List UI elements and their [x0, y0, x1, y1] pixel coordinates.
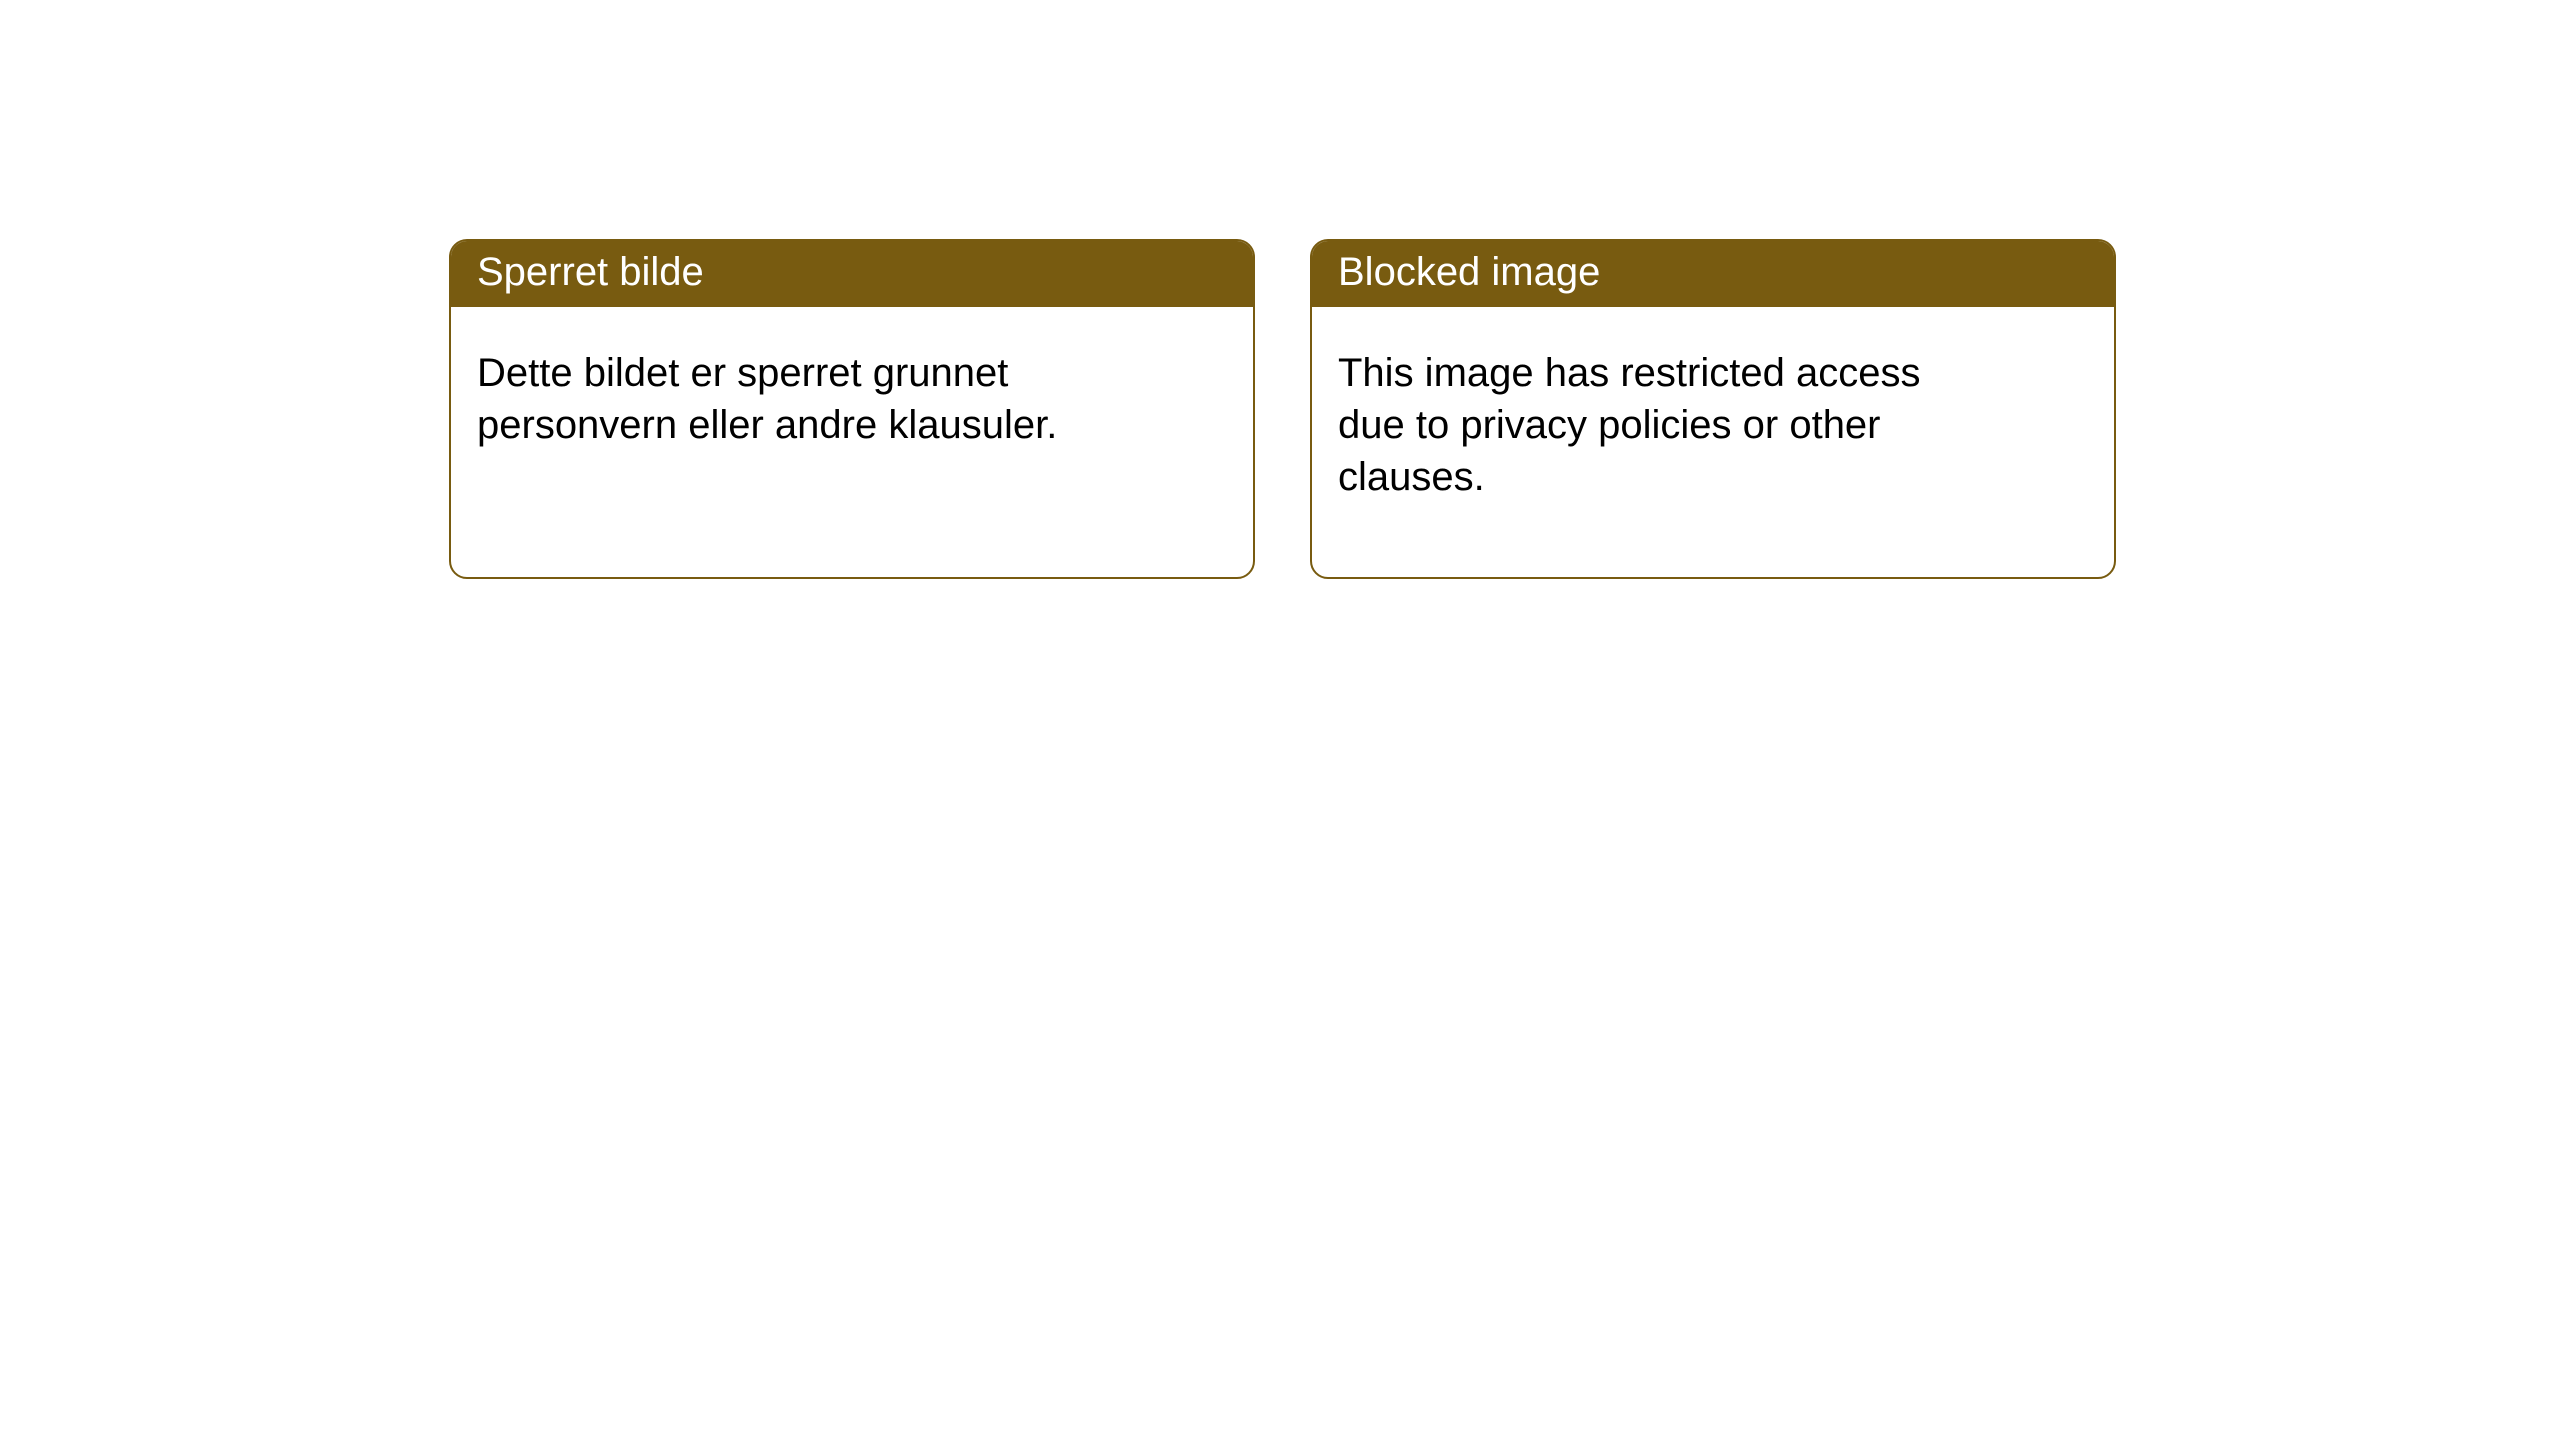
notice-container: Sperret bilde Dette bildet er sperret gr…	[0, 0, 2560, 579]
card-header-no: Sperret bilde	[451, 241, 1253, 307]
card-header-en: Blocked image	[1312, 241, 2114, 307]
card-body-en: This image has restricted access due to …	[1312, 307, 2012, 529]
blocked-image-card-en: Blocked image This image has restricted …	[1310, 239, 2116, 579]
card-body-no: Dette bildet er sperret grunnet personve…	[451, 307, 1151, 477]
blocked-image-card-no: Sperret bilde Dette bildet er sperret gr…	[449, 239, 1255, 579]
